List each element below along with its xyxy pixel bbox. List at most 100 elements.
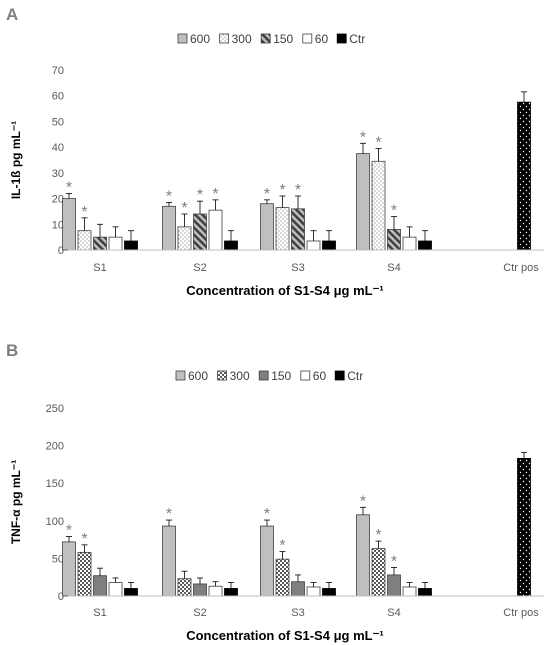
- significance-star: *: [197, 187, 203, 204]
- x-axis-label-a: Concentration of S1-S4 μg mL⁻¹: [186, 283, 384, 298]
- bar: [402, 236, 417, 251]
- bar: [177, 226, 192, 251]
- bar: [224, 588, 238, 597]
- bar: [322, 240, 336, 251]
- bar: [517, 457, 531, 597]
- legend-swatch: [334, 370, 345, 381]
- category-label: Ctr pos: [503, 262, 539, 274]
- legend-label: 600: [188, 369, 208, 383]
- significance-star: *: [391, 553, 397, 570]
- significance-star: *: [360, 493, 366, 510]
- bar: [77, 551, 92, 597]
- bar: [124, 240, 138, 251]
- bar: [402, 586, 417, 597]
- legend-swatch: [302, 33, 313, 44]
- y-ticks-a: 0 10 20 30 40 50 60 70: [52, 65, 64, 257]
- significance-star: *: [81, 531, 87, 548]
- category-labels-a: S1 S2 S3 S4 Ctr pos: [93, 262, 539, 274]
- y-tick-label: 100: [46, 516, 64, 528]
- bar: [275, 207, 290, 251]
- legend-label: 150: [273, 32, 293, 46]
- category-label: S1: [93, 607, 106, 619]
- legend-swatch: [175, 370, 186, 381]
- y-tick-label: 60: [52, 91, 64, 103]
- significance-star: *: [66, 179, 72, 196]
- significance-star: *: [279, 182, 285, 199]
- bar: [322, 588, 336, 597]
- category-label: S2: [193, 262, 206, 274]
- legend-swatch: [336, 33, 347, 44]
- significance-star: *: [81, 204, 87, 221]
- bar: [62, 198, 76, 251]
- y-tick-label: 150: [46, 478, 64, 490]
- y-axis-label-a: IL-1ß pg mL⁻¹: [9, 121, 23, 199]
- category-label: S1: [93, 262, 106, 274]
- bar: [260, 203, 274, 251]
- bar: [371, 160, 386, 251]
- legend-b: 600 300 150 60 Ctr: [175, 369, 363, 383]
- bars-b: * * * * * * * *: [62, 451, 531, 597]
- significance-star: *: [375, 527, 381, 544]
- significance-star: *: [264, 186, 270, 203]
- bar: [387, 574, 401, 597]
- legend-label: 300: [230, 369, 250, 383]
- significance-star: *: [375, 134, 381, 151]
- y-tick-label: 0: [58, 591, 64, 603]
- bar: [387, 229, 401, 251]
- legend-label: 60: [315, 32, 329, 46]
- legend-swatch: [258, 370, 269, 381]
- category-label: S3: [291, 262, 304, 274]
- bar: [93, 575, 107, 597]
- bar: [193, 583, 207, 597]
- significance-star: *: [295, 182, 301, 199]
- significance-star: *: [212, 186, 218, 203]
- bar: [208, 209, 223, 251]
- legend-label: 60: [313, 369, 327, 383]
- y-tick-label: 50: [52, 116, 64, 128]
- y-tick-label: 50: [52, 553, 64, 565]
- bar: [208, 585, 223, 597]
- bar: [306, 586, 321, 597]
- y-tick-label: 10: [52, 219, 64, 231]
- y-axis-label-b: TNF-α pg mL⁻¹: [9, 460, 23, 544]
- panel-letter-a: A: [6, 5, 18, 24]
- legend-label: 300: [232, 32, 252, 46]
- bar: [291, 208, 305, 251]
- bar: [124, 588, 138, 597]
- bar: [108, 582, 123, 597]
- y-tick-label: 0: [58, 245, 64, 257]
- bar: [418, 240, 432, 251]
- x-axis-label-b: Concentration of S1-S4 μg mL⁻¹: [186, 628, 384, 643]
- legend-a: 600 300 150 60 Ctr: [177, 32, 365, 46]
- y-tick-label: 70: [52, 65, 64, 77]
- bar: [77, 230, 92, 251]
- legend-label: 600: [190, 32, 210, 46]
- bar: [371, 548, 386, 597]
- category-label: Ctr pos: [503, 607, 539, 619]
- legend-label: Ctr: [349, 32, 365, 46]
- legend-label: 150: [271, 369, 291, 383]
- legend-swatch: [300, 370, 311, 381]
- bar: [418, 588, 432, 597]
- bar: [260, 525, 274, 597]
- legend-label: Ctr: [347, 369, 363, 383]
- significance-star: *: [166, 506, 172, 523]
- y-ticks-b: 0 50 100 150 200 250: [46, 403, 64, 603]
- legend-swatch: [217, 370, 228, 381]
- significance-star: *: [279, 538, 285, 555]
- category-label: S4: [387, 262, 400, 274]
- bar: [62, 541, 76, 597]
- significance-star: *: [391, 203, 397, 220]
- y-tick-label: 200: [46, 441, 64, 453]
- y-tick-label: 30: [52, 168, 64, 180]
- y-tick-label: 40: [52, 142, 64, 154]
- significance-star: *: [166, 188, 172, 205]
- category-label: S4: [387, 607, 400, 619]
- bar: [162, 525, 176, 597]
- bars-a: * * * * * * * * * * * *: [62, 91, 531, 251]
- bar: [306, 240, 321, 251]
- category-labels-b: S1 S2 S3 S4 Ctr pos: [93, 607, 539, 619]
